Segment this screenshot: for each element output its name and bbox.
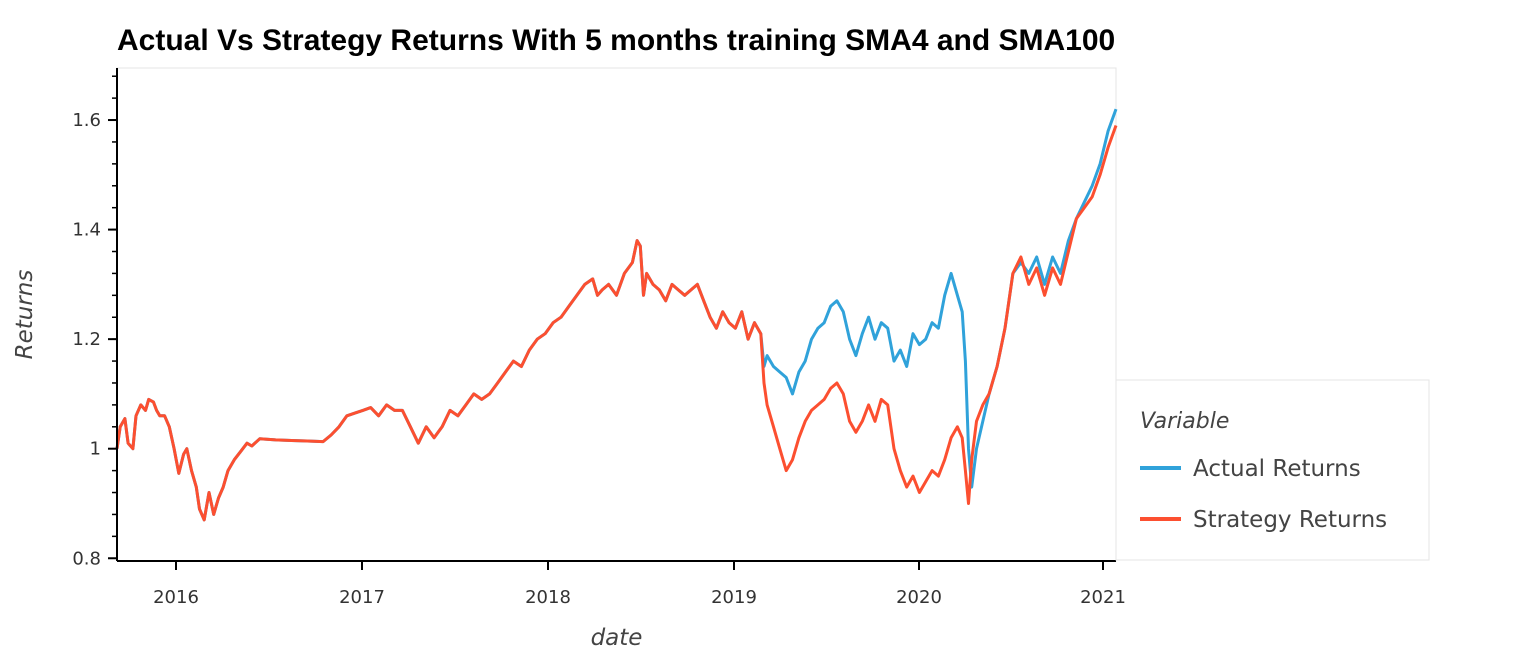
x-tick-label: 2019 [711,587,757,608]
chart-title: Actual Vs Strategy Returns With 5 months… [117,24,1115,57]
x-tick-label: 2017 [339,587,385,608]
y-tick-label: 1.4 [72,220,101,241]
y-tick-label: 1.2 [72,329,101,350]
axes-layer: 0.8 1 1.2 1.4 1.6 2016 2017 2018 2019 2020 2021 [72,68,1126,608]
legend-label-strategy-returns: Strategy Returns [1193,507,1387,533]
y-axis-label: Returns [12,270,38,360]
legend-label-actual-returns: Actual Returns [1193,456,1361,482]
y-tick-label: 1.6 [72,110,101,131]
y-tick-label: 0.8 [72,548,101,569]
x-tick-label: 2020 [896,587,942,608]
x-tick-label: 2021 [1080,587,1126,608]
series-layer [115,108,1118,522]
x-tick-label: 2018 [525,587,571,608]
x-axis-label: date [591,625,643,651]
legend-entries: Actual Returns Strategy Returns [1140,456,1387,533]
series-line-strategy-returns [115,124,1118,522]
legend-title: Variable [1140,409,1229,434]
series-line-actual-returns [115,108,1118,522]
x-tick-label: 2016 [153,587,199,608]
legend: Variable Actual Returns Strategy Returns [1115,379,1430,561]
y-tick-label: 1 [90,439,101,460]
